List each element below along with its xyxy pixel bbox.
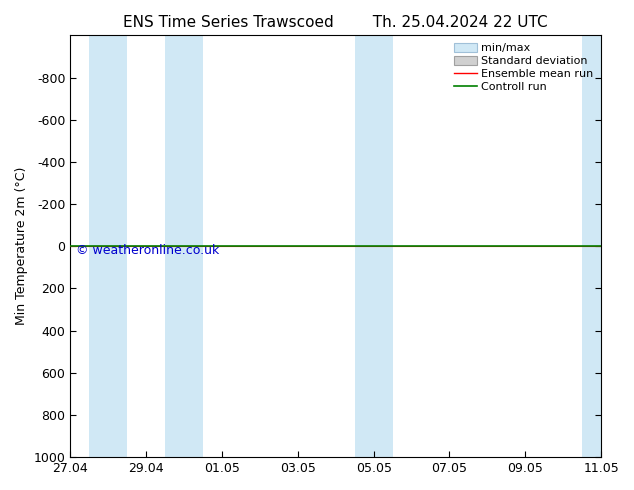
Bar — [89, 35, 127, 457]
Bar — [582, 35, 601, 457]
Legend: min/max, Standard deviation, Ensemble mean run, Controll run: min/max, Standard deviation, Ensemble me… — [452, 41, 595, 94]
Y-axis label: Min Temperature 2m (°C): Min Temperature 2m (°C) — [15, 167, 28, 325]
Text: © weatheronline.co.uk: © weatheronline.co.uk — [75, 244, 219, 257]
Bar — [165, 35, 203, 457]
Bar — [354, 35, 392, 457]
Title: ENS Time Series Trawscoed        Th. 25.04.2024 22 UTC: ENS Time Series Trawscoed Th. 25.04.2024… — [124, 15, 548, 30]
